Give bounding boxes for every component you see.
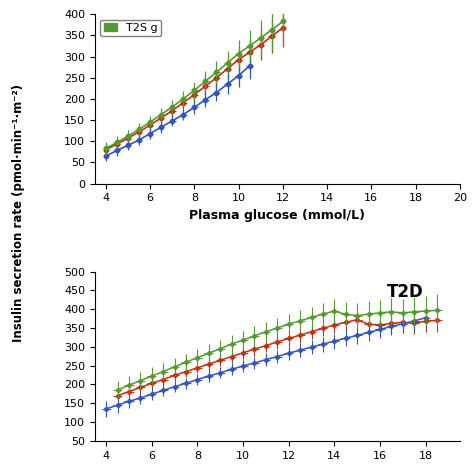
Text: T2D: T2D — [386, 283, 423, 301]
Text: Insulin secretion rate (pmol·min⁻¹·m⁻²): Insulin secretion rate (pmol·min⁻¹·m⁻²) — [12, 84, 26, 342]
X-axis label: Plasma glucose (mmol/L): Plasma glucose (mmol/L) — [189, 209, 365, 222]
Legend: T2S g: T2S g — [100, 20, 161, 36]
